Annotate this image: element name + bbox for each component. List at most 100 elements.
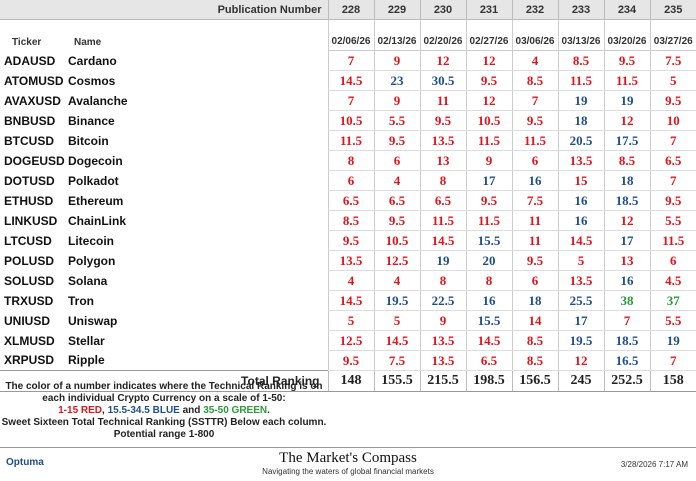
score: 12 (465, 50, 512, 71)
score: 6.5 (649, 150, 696, 171)
data-row: LINKUSD ChainLink 8.5 9.5 11.5 11.5 11 16 12 5.5 (0, 210, 696, 231)
score: 11 (419, 90, 466, 111)
data-row: UNIUSD Uniswap 5 5 9 15.5 14 17 7 5.5 (0, 310, 696, 331)
name: Dogecoin (68, 153, 123, 168)
score: 17 (603, 230, 650, 251)
data-row: DOGEUSD Dogecoin 8 6 13 9 6 13.5 8.5 6.5 (0, 150, 696, 171)
score: 8.5 (511, 350, 558, 371)
score: 19 (649, 330, 696, 351)
score: 19 (419, 250, 466, 271)
ticker: UNIUSD (4, 313, 51, 328)
score: 5 (557, 250, 604, 271)
score: 18 (511, 290, 558, 311)
score: 14.5 (419, 230, 466, 251)
ticker: XLMUSD (4, 333, 55, 348)
score: 14.5 (465, 330, 512, 351)
score: 9 (373, 50, 420, 71)
score: 14.5 (373, 330, 420, 351)
score: 13.5 (557, 270, 604, 291)
score: 20 (465, 250, 512, 271)
score: 13.5 (557, 150, 604, 171)
score: 11.5 (419, 210, 466, 231)
score: 30.5 (419, 70, 466, 91)
score: 16 (557, 190, 604, 211)
legend-text: , (102, 405, 108, 416)
score: 11.5 (557, 70, 604, 91)
total-label: Total Ranking (0, 370, 328, 392)
ticker: ATOMUSD (4, 73, 64, 88)
score: 10.5 (327, 110, 374, 131)
ranking-table: Publication Number 228 229 230 231 232 233 234 2… (0, 0, 696, 392)
ticker-header: Ticker (12, 36, 42, 48)
footer-bar: Optuma The Market's Compass Navigating t… (0, 447, 696, 481)
score: 19 (603, 90, 650, 111)
score: 8.5 (511, 70, 558, 91)
score: 10.5 (373, 230, 420, 251)
ticker: XRPUSD (4, 353, 55, 368)
score: 11.5 (327, 130, 374, 151)
ticker: TRXUSD (4, 293, 54, 308)
name: Tron (68, 293, 94, 308)
score: 14.5 (327, 70, 374, 91)
score: 16 (511, 170, 558, 191)
score: 10 (649, 110, 696, 131)
score: 6 (511, 150, 558, 171)
score: 18 (557, 110, 604, 131)
score: 8 (465, 270, 512, 291)
score: 15.5 (465, 230, 512, 251)
score: 6.5 (465, 350, 512, 371)
note-text: The color of a number indicates where th… (5, 381, 323, 404)
score: 10.5 (465, 110, 512, 131)
score: 12 (465, 90, 512, 111)
ticker: BNBUSD (4, 113, 56, 128)
ticker: BTCUSD (4, 133, 54, 148)
timestamp: 3/28/2026 7:17 AM (620, 460, 688, 469)
score: 11 (511, 210, 558, 231)
total: 198.5 (465, 370, 512, 392)
name: Polkadot (68, 173, 119, 188)
score: 14 (511, 310, 558, 331)
name: Polygon (68, 253, 116, 268)
legend-text: and (179, 405, 204, 416)
date: 03/13/26 (557, 19, 604, 51)
score: 4 (373, 170, 420, 191)
name: Ripple (68, 353, 105, 368)
score: 4 (511, 50, 558, 71)
date: 03/06/26 (511, 19, 558, 51)
score: 9.5 (511, 250, 558, 271)
score: 16.5 (603, 350, 650, 371)
score: 9.5 (649, 190, 696, 211)
data-row: BNBUSD Binance 10.5 5.5 9.5 10.5 9.5 18 12 10 (0, 110, 696, 131)
score: 18 (603, 170, 650, 191)
score: 8.5 (327, 210, 374, 231)
publication-label: Publication Number (0, 0, 328, 20)
score: 17 (557, 310, 604, 331)
publication-number: 232 (511, 0, 558, 20)
total: 215.5 (419, 370, 466, 392)
tagline: Navigating the waters of global financia… (262, 467, 434, 476)
score: 7.5 (373, 350, 420, 371)
score: 5 (373, 310, 420, 331)
score: 13 (419, 150, 466, 171)
score: 6.5 (419, 190, 466, 211)
publication-number: 233 (557, 0, 604, 20)
score: 13.5 (327, 250, 374, 271)
score: 9.5 (603, 50, 650, 71)
score: 12.5 (373, 250, 420, 271)
score: 14.5 (327, 290, 374, 311)
score: 9.5 (327, 230, 374, 251)
ticker: POLUSD (4, 253, 55, 268)
score: 6.5 (327, 190, 374, 211)
score: 4 (327, 270, 374, 291)
score: 18.5 (603, 330, 650, 351)
score: 19.5 (373, 290, 420, 311)
name: Stellar (68, 333, 105, 348)
score: 7 (327, 90, 374, 111)
data-row: ETHUSD Ethereum 6.5 6.5 6.5 9.5 7.5 16 18.5 9.5 (0, 190, 696, 211)
score: 6.5 (373, 190, 420, 211)
legend-text: 15.5-34.5 BLUE (107, 405, 180, 416)
brand: The Market's Compass (279, 450, 417, 466)
data-row: XLMUSD Stellar 12.5 14.5 13.5 14.5 8.5 19.5 18.5… (0, 330, 696, 351)
total-row: Total Ranking 148 155.5 215.5 198.5 156.5 245 2… (0, 370, 696, 392)
